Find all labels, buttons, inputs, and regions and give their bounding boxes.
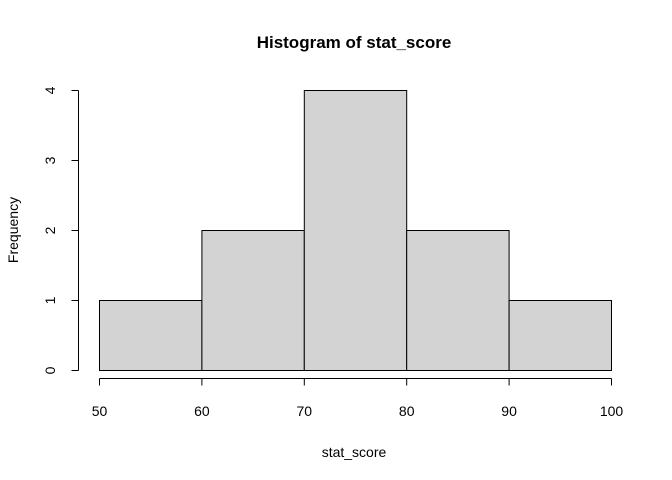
histogram-bar-1	[99, 300, 203, 371]
y-tick-label: 3	[42, 156, 58, 164]
x-tick-label: 60	[194, 403, 210, 419]
histogram-bar-2	[201, 230, 305, 371]
x-tick-label: 100	[600, 403, 624, 419]
y-tick-label: 2	[42, 226, 58, 234]
y-tick-label: 1	[42, 296, 58, 304]
bars-group	[99, 90, 613, 371]
histogram-bar-3	[303, 90, 408, 371]
x-tick-label: 50	[92, 403, 108, 419]
y-axis-label: Frequency	[5, 197, 21, 263]
y-tick-label: 0	[42, 366, 58, 374]
y-tick-label: 4	[42, 86, 58, 94]
x-tick-label: 90	[501, 403, 517, 419]
x-axis-label: stat_score	[322, 444, 387, 460]
chart-title: Histogram of stat_score	[257, 33, 452, 52]
x-tick-label: 80	[399, 403, 415, 419]
x-axis: 50 60 70 80 90 100	[92, 378, 624, 419]
x-tick-label: 70	[297, 403, 313, 419]
y-axis: 0 1 2 3 4	[42, 86, 79, 374]
histogram-bar-5	[508, 300, 613, 371]
histogram-bar-4	[406, 230, 510, 371]
